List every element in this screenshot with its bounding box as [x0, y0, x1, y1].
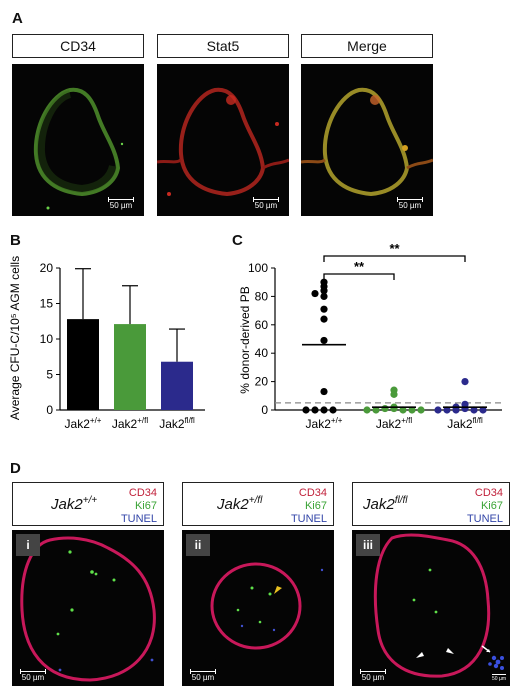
genotype-label-ii: Jak2+/fl: [217, 495, 263, 513]
roman-label-i: i: [16, 534, 40, 556]
c-point: [461, 378, 469, 386]
b-category-label: Jak2+/fl: [112, 416, 148, 431]
inset-scalebar: 50 µm: [492, 674, 506, 682]
b-ytick-label: 0: [46, 403, 53, 417]
marker-tunel: TUNEL: [290, 513, 327, 525]
c-point: [399, 406, 407, 414]
subpanel-iii-image: iii 50 µm 50 µm: [352, 530, 510, 686]
c-point: [320, 292, 328, 300]
c-point: [470, 406, 478, 414]
b-bar: [161, 361, 193, 410]
c-point: [479, 406, 487, 414]
stat5-header: Stat5: [157, 34, 289, 58]
c-sig-label-2: **: [354, 259, 365, 274]
c-point: [329, 406, 337, 414]
c-point: [311, 406, 319, 414]
genotype-label-iii: Jak2fl/fl: [363, 495, 408, 513]
c-point: [417, 406, 425, 414]
c-point: [320, 406, 328, 414]
panel-c-chart: % donor-derived PB 0 20 40 60 80 100 Jak2+/+ Ja…: [238, 241, 502, 431]
panel-b-chart: Average CFU-C/10⁵ AGM cells 0 5 10 15 20 Jak2…: [8, 256, 205, 431]
c-point: [390, 404, 398, 413]
scalebar-merge: 50 µm: [397, 197, 423, 210]
marker-cd34: CD34: [298, 487, 327, 499]
c-sig-bracket-2: [323, 273, 395, 280]
marker-legend-ii: CD34 Ki67 TUNEL: [291, 487, 327, 526]
marker-cd34: CD34: [474, 487, 503, 499]
c-point: [390, 390, 398, 398]
b-ytick-label: 5: [46, 368, 53, 382]
c-point: [311, 289, 319, 298]
c-category-label: Jak2+/+: [306, 416, 343, 431]
c-ytick-label: 60: [255, 318, 269, 332]
subpanel-ii-image: ii 50 µm: [182, 530, 334, 686]
c-sig-bracket-1: [323, 255, 466, 262]
b-category-label: Jak2+/+: [65, 416, 102, 431]
cd34-header: CD34: [12, 34, 144, 58]
b-ytick-label: 15: [40, 297, 54, 311]
c-point: [381, 404, 389, 413]
c-category-label: Jak2+/fl: [376, 416, 412, 431]
marker-tunel: TUNEL: [120, 513, 157, 525]
marker-ki67: Ki67: [304, 500, 327, 512]
c-category-label: Jak2fl/fl: [447, 416, 483, 431]
subpanel-ii-header: Jak2+/fl CD34 Ki67 TUNEL: [182, 482, 334, 526]
c-point: [434, 406, 442, 414]
b-bar: [114, 324, 146, 410]
scalebar-d-i: 50 µm: [20, 669, 46, 682]
c-sig-label-1: **: [389, 241, 400, 256]
panel-b-ylabel: Average CFU-C/10⁵ AGM cells: [8, 256, 22, 420]
c-point: [452, 406, 460, 414]
c-ytick-label: 0: [261, 403, 268, 417]
b-ytick-label: 20: [40, 261, 54, 275]
c-point: [363, 406, 371, 414]
scalebar-cd34: 50 µm: [108, 197, 134, 210]
merge-image: 50 µm: [301, 64, 433, 216]
scalebar-d-ii: 50 µm: [190, 669, 216, 682]
subpanel-i-image: i 50 µm: [12, 530, 164, 686]
marker-tunel: TUNEL: [466, 513, 503, 525]
b-ytick-label: 10: [40, 332, 54, 346]
roman-label-ii: ii: [186, 534, 210, 556]
c-point: [408, 406, 416, 414]
c-ytick-label: 40: [255, 346, 269, 360]
c-point: [320, 387, 328, 396]
cd34-image: 50 µm: [12, 64, 144, 216]
c-point: [372, 406, 380, 414]
b-category-label: Jak2fl/fl: [159, 416, 195, 431]
panel-c-letter: C: [232, 232, 243, 249]
subpanel-i-header: Jak2+/+ CD34 Ki67 TUNEL: [12, 482, 164, 526]
subpanel-iii-header: Jak2fl/fl CD34 Ki67 TUNEL: [352, 482, 510, 526]
panel-a-letter: A: [12, 10, 23, 27]
marker-ki67: Ki67: [480, 500, 503, 512]
marker-legend-iii: CD34 Ki67 TUNEL: [467, 487, 503, 526]
c-ytick-label: 100: [248, 261, 268, 275]
scalebar-d-iii: 50 µm: [360, 669, 386, 682]
c-point: [302, 406, 310, 414]
panel-d-letter: D: [10, 460, 21, 477]
c-point: [320, 336, 328, 345]
roman-label-iii: iii: [356, 534, 380, 556]
panel-c-ylabel: % donor-derived PB: [238, 286, 252, 393]
marker-legend-i: CD34 Ki67 TUNEL: [121, 487, 157, 526]
marker-cd34: CD34: [128, 487, 157, 499]
panel-b-letter: B: [10, 232, 21, 249]
genotype-label-i: Jak2+/+: [51, 495, 98, 513]
scalebar-stat5: 50 µm: [253, 197, 279, 210]
merge-header: Merge: [301, 34, 433, 58]
c-ytick-label: 80: [255, 289, 269, 303]
c-point: [320, 305, 328, 313]
c-point: [443, 406, 451, 414]
c-point: [461, 404, 469, 413]
c-point: [320, 315, 328, 323]
c-point: [320, 287, 328, 295]
b-bar: [67, 319, 99, 410]
marker-ki67: Ki67: [134, 500, 157, 512]
stat5-image: 50 µm: [157, 64, 289, 216]
c-ytick-label: 20: [255, 375, 269, 389]
